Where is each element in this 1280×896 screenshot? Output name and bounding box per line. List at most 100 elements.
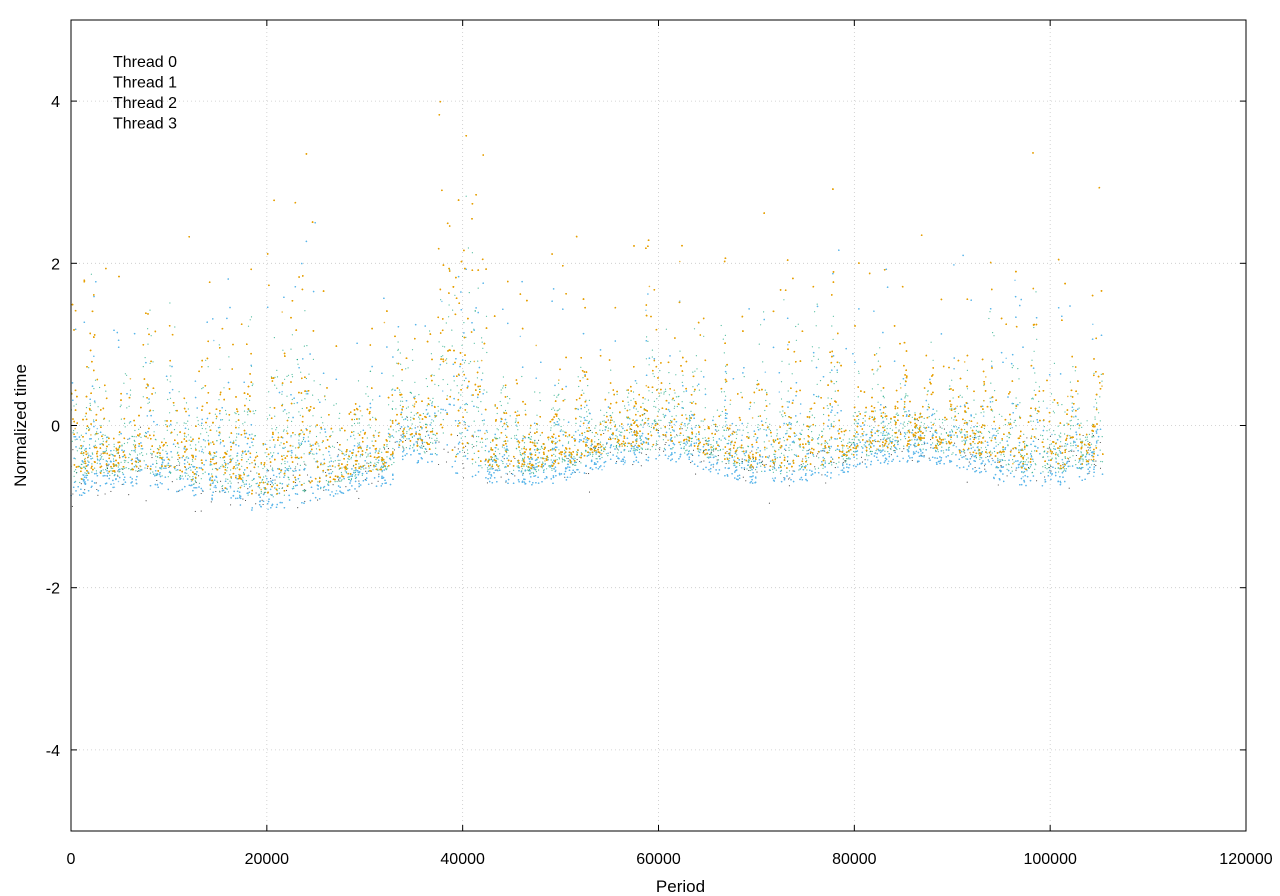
data-point xyxy=(564,398,566,401)
data-point xyxy=(991,360,993,362)
data-point xyxy=(785,449,787,451)
data-point xyxy=(204,440,206,442)
data-point xyxy=(434,439,436,441)
data-point xyxy=(474,310,476,312)
data-point xyxy=(736,447,739,449)
data-point xyxy=(974,467,976,469)
data-point xyxy=(377,432,379,434)
data-point xyxy=(854,412,856,414)
data-point xyxy=(442,355,444,357)
data-point xyxy=(288,470,290,472)
data-point xyxy=(941,422,944,424)
data-point xyxy=(796,421,798,423)
data-point xyxy=(832,458,834,460)
data-point xyxy=(539,392,541,394)
data-point xyxy=(95,470,97,472)
data-point xyxy=(763,311,765,313)
data-point xyxy=(694,426,697,429)
data-point xyxy=(714,455,716,457)
data-point xyxy=(678,395,680,397)
data-point xyxy=(700,461,702,463)
data-point xyxy=(1057,453,1059,455)
data-point xyxy=(476,441,478,443)
data-point xyxy=(117,466,119,468)
data-point xyxy=(603,465,606,468)
data-point xyxy=(679,444,681,446)
data-point xyxy=(211,464,213,466)
data-point xyxy=(551,408,553,410)
data-point xyxy=(350,456,352,458)
data-point xyxy=(308,373,310,375)
data-point xyxy=(486,351,488,354)
data-point xyxy=(274,479,276,481)
data-point xyxy=(683,391,685,393)
data-point xyxy=(992,401,994,403)
data-point xyxy=(474,431,476,433)
data-point xyxy=(187,434,189,436)
data-point xyxy=(213,455,215,457)
data-point xyxy=(389,440,391,442)
data-point xyxy=(1024,463,1026,465)
data-point xyxy=(702,449,705,452)
data-point xyxy=(840,469,842,472)
data-point xyxy=(442,345,444,347)
data-point xyxy=(416,442,418,445)
data-point xyxy=(476,406,478,408)
data-point xyxy=(1054,467,1056,469)
data-point xyxy=(1042,456,1044,458)
data-point xyxy=(972,446,974,448)
data-point xyxy=(242,481,244,484)
data-point xyxy=(286,375,288,377)
data-point xyxy=(144,467,146,469)
data-point xyxy=(498,465,500,467)
data-point xyxy=(793,442,795,444)
data-point xyxy=(386,468,388,470)
data-point xyxy=(762,463,764,465)
data-point xyxy=(833,366,836,368)
data-point xyxy=(340,471,342,474)
data-point xyxy=(186,456,188,458)
data-point xyxy=(81,463,83,466)
data-point xyxy=(102,469,104,471)
data-point xyxy=(996,430,998,432)
data-point xyxy=(656,440,658,442)
data-point xyxy=(322,454,324,456)
data-point xyxy=(961,440,963,442)
data-point xyxy=(371,482,373,484)
data-point xyxy=(783,465,786,467)
data-point xyxy=(106,439,108,441)
data-point xyxy=(91,452,93,454)
data-point xyxy=(655,444,657,447)
data-point xyxy=(529,427,531,429)
data-point xyxy=(728,462,730,464)
data-point xyxy=(638,448,641,451)
data-point xyxy=(932,359,934,361)
data-point xyxy=(1051,433,1053,436)
data-point xyxy=(704,407,706,409)
data-point xyxy=(1015,404,1017,406)
data-point xyxy=(219,457,221,459)
data-point xyxy=(763,441,765,443)
data-point xyxy=(514,421,517,423)
data-point xyxy=(1069,420,1071,422)
data-point xyxy=(514,457,516,459)
data-point xyxy=(367,455,369,457)
data-point xyxy=(1070,395,1072,397)
data-point xyxy=(320,416,322,418)
data-point xyxy=(80,483,82,485)
data-point xyxy=(424,435,427,437)
data-point xyxy=(1049,444,1051,446)
data-point xyxy=(634,444,636,446)
data-point xyxy=(1044,464,1046,467)
data-point xyxy=(610,414,612,417)
data-point xyxy=(528,436,530,439)
data-point xyxy=(186,472,188,474)
data-point xyxy=(447,451,449,453)
data-point xyxy=(369,461,371,463)
data-point xyxy=(781,414,783,416)
data-point xyxy=(1001,439,1003,442)
data-point xyxy=(591,443,593,445)
data-point xyxy=(1071,409,1073,412)
data-point xyxy=(568,441,570,443)
data-point xyxy=(914,412,916,414)
